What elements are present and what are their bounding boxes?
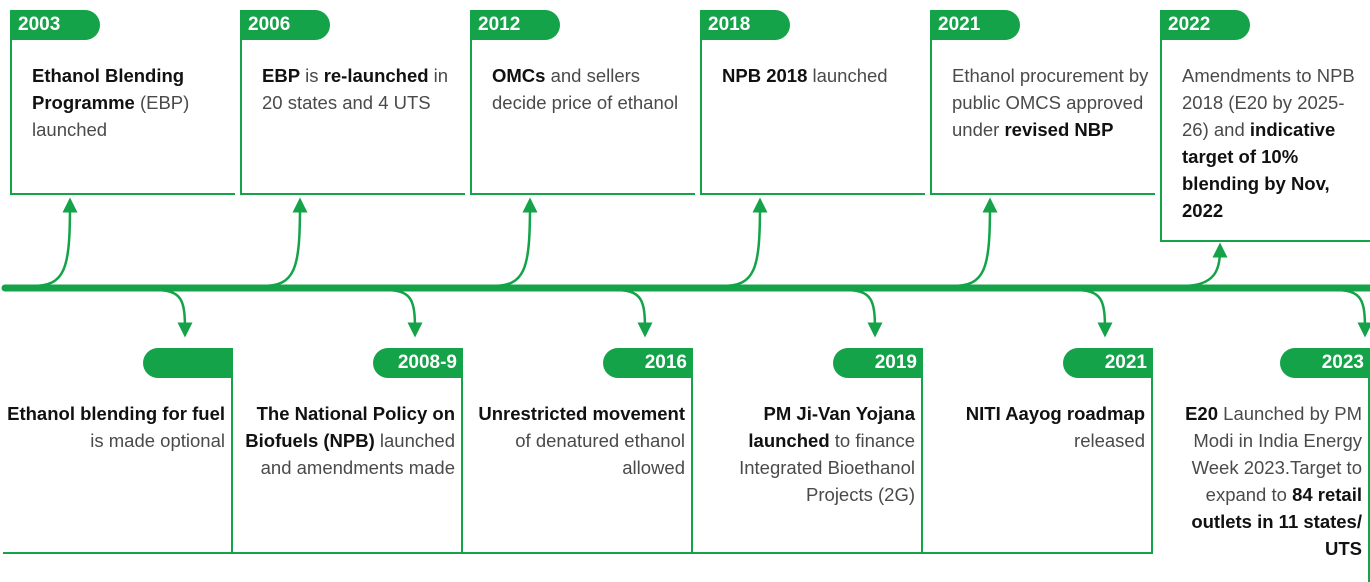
event-card: Ethanol blending for fuel is made option…	[3, 348, 233, 554]
year-tab: 2016	[603, 348, 693, 378]
arrow	[951, 197, 998, 288]
event-text: NPB 2018 launched	[722, 62, 919, 89]
event-text: Ethanol Blending Programme (EBP) launche…	[32, 62, 229, 143]
year-tab: 2019	[833, 348, 923, 378]
event-text: Unrestricted movement of denatured ethan…	[467, 400, 685, 481]
arrow	[31, 197, 78, 288]
year-tab: 2003	[10, 10, 100, 40]
event-text: The National Policy on Biofuels (NPB) la…	[237, 400, 455, 481]
arrow	[154, 288, 193, 338]
year-tab	[143, 348, 233, 378]
text-segment: EBP	[262, 65, 301, 86]
arrow	[1181, 242, 1228, 288]
year-tab: 2008-9	[373, 348, 463, 378]
arrow	[261, 197, 308, 288]
text-segment: in 20 states and 4 UTS	[262, 65, 449, 113]
year-tab: 2023	[1280, 348, 1370, 378]
event-card: 2006 EBP is re-launched in 20 states and …	[240, 10, 465, 195]
text-segment: of denatured ethanol allowed	[515, 430, 685, 478]
text-segment: (EBP) launched	[32, 92, 190, 140]
event-card: 2016 Unrestricted movement of denatured e…	[463, 348, 693, 554]
text-segment: launched and amendments made	[260, 430, 455, 478]
text-segment: is made optional	[90, 430, 225, 451]
text-segment: is	[300, 65, 324, 86]
event-card: 2019 PM Ji-Van Yojana launched to finance…	[693, 348, 923, 554]
text-segment: launched	[807, 65, 888, 86]
event-text: Ethanol procurement by public OMCS appro…	[952, 62, 1149, 143]
text-segment: NPB 2018	[722, 65, 808, 86]
event-text: OMCs and sellers decide price of ethanol	[492, 62, 689, 116]
arrow	[721, 197, 768, 288]
event-card: 2018 NPB 2018 launched	[700, 10, 925, 195]
year-tab: 2018	[700, 10, 790, 40]
event-card: 2023 E20 Launched by PM Modi in India Ene…	[1153, 348, 1370, 582]
text-segment: revised NBP	[1004, 119, 1114, 140]
arrow	[1074, 288, 1113, 338]
event-text: NITI Aayog roadmap released	[927, 400, 1145, 454]
year-tab: 2022	[1160, 10, 1250, 40]
text-segment: to finance Integrated Bioethanol Project…	[739, 430, 915, 505]
event-card: 2003 Ethanol Blending Programme (EBP) lau…	[10, 10, 235, 195]
event-text: EBP is re-launched in 20 states and 4 UT…	[262, 62, 459, 116]
text-segment: OMCs	[492, 65, 546, 86]
text-segment: Unrestricted movement	[478, 403, 685, 424]
arrow	[614, 288, 653, 338]
event-card: 2012 OMCs and sellers decide price of eth…	[470, 10, 695, 195]
text-segment: released	[1074, 430, 1145, 451]
text-segment: Ethanol blending for fuel	[7, 403, 225, 424]
text-segment: Ethanol procurement by public OMCS appro…	[952, 65, 1149, 140]
arrow	[384, 288, 423, 338]
event-card: 2008-9 The National Policy on Biofuels (N…	[233, 348, 463, 554]
event-text: Amendments to NPB 2018 (E20 by 2025-26) …	[1182, 62, 1366, 224]
event-text: E20 Launched by PM Modi in India Energy …	[1157, 400, 1362, 562]
text-segment: NITI Aayog roadmap	[965, 403, 1145, 424]
text-segment: Launched by PM Modi in India Energy Week…	[1191, 403, 1362, 505]
text-segment: indicative target of 10% blending by Nov…	[1182, 119, 1336, 221]
arrow	[1334, 288, 1370, 338]
text-segment: re-launched	[323, 65, 429, 86]
text-segment: PM Ji-Van Yojana launched	[748, 403, 915, 451]
event-card: 2021 Ethanol procurement by public OMCS a…	[930, 10, 1155, 195]
event-text: PM Ji-Van Yojana launched to finance Int…	[697, 400, 915, 508]
text-segment: 84 retail outlets in 11 states/ UTS	[1191, 484, 1362, 559]
event-card: 2021 NITI Aayog roadmap released	[923, 348, 1153, 554]
arrow	[844, 288, 883, 338]
event-text: Ethanol blending for fuel is made option…	[7, 400, 225, 454]
text-segment: Amendments to NPB 2018 (E20 by 2025-26) …	[1182, 65, 1355, 140]
text-segment: E20	[1185, 403, 1219, 424]
year-tab: 2021	[930, 10, 1020, 40]
year-tab: 2021	[1063, 348, 1153, 378]
arrow	[491, 197, 538, 288]
year-tab: 2012	[470, 10, 560, 40]
text-segment: Ethanol Blending Programme	[32, 65, 185, 113]
text-segment: The National Policy on Biofuels (NPB)	[245, 403, 455, 451]
event-card: 2022 Amendments to NPB 2018 (E20 by 2025-…	[1160, 10, 1370, 242]
text-segment: and sellers decide price of ethanol	[492, 65, 679, 113]
year-tab: 2006	[240, 10, 330, 40]
